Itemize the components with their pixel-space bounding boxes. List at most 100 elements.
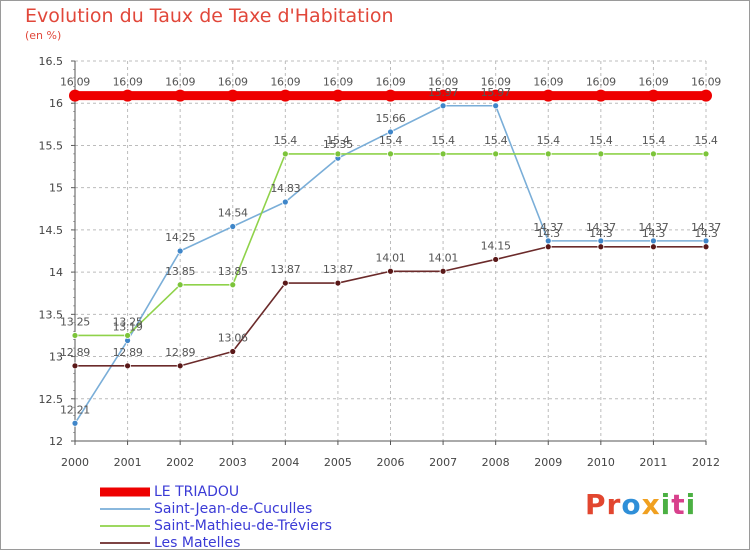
data-label: 14.25 <box>165 231 195 244</box>
data-point <box>229 348 237 355</box>
data-point <box>226 89 239 102</box>
data-point <box>437 89 450 102</box>
axes: 12 12.5 13 13.5 14 14.5 15 15.5 16 16.5 2000 2001 20… <box>39 55 721 469</box>
proxiti-logo: Proxiti <box>585 488 696 521</box>
data-label: 16.09 <box>586 76 616 89</box>
data-point <box>69 89 81 102</box>
data-point <box>647 89 660 102</box>
y-tick-label: 13.5 <box>39 308 64 321</box>
data-label: 13.87 <box>323 263 353 276</box>
data-label: 13.85 <box>165 265 195 278</box>
data-label: 16.09 <box>533 76 563 89</box>
data-label: 16.09 <box>270 76 300 89</box>
logo-letter: P <box>585 488 607 521</box>
data-label: 14.15 <box>481 239 511 252</box>
legend-label: Les Matelles <box>154 534 241 551</box>
logo-letter: o <box>621 488 642 521</box>
legend-label: LE TRIADOU <box>154 483 240 500</box>
x-tick-label: 2000 <box>61 456 89 469</box>
legend-swatch-1 <box>100 487 150 496</box>
data-point <box>544 150 552 158</box>
legend-swatch-2 <box>100 507 150 510</box>
y-tick-label: 12.5 <box>39 393 64 406</box>
data-point <box>281 279 289 287</box>
data-labels: 16.09 16.09 16.09 16.09 16.09 16.09 16.09 16.09… <box>60 76 722 417</box>
x-tick-label: 2012 <box>692 456 720 469</box>
data-point <box>176 281 184 289</box>
x-tick-label: 2002 <box>166 456 194 469</box>
data-point <box>439 102 447 110</box>
legend-item: Saint-Mathieu-de-Tréviers <box>100 517 332 534</box>
legend-item: Les Matelles <box>100 534 332 551</box>
x-tick-label: 2006 <box>377 456 405 469</box>
data-label: 16.09 <box>165 76 195 89</box>
data-label: 13.85 <box>218 265 248 278</box>
data-label: 12.89 <box>165 346 195 359</box>
data-label: 16.09 <box>60 76 90 89</box>
data-point <box>334 150 342 158</box>
data-point <box>176 247 184 255</box>
logo-letter: i <box>660 488 672 521</box>
legend-label: Saint-Mathieu-de-Tréviers <box>154 517 332 534</box>
data-point <box>71 332 79 339</box>
data-point <box>387 267 394 275</box>
data-point <box>439 267 447 275</box>
data-point <box>700 89 712 102</box>
data-label: 14.83 <box>270 182 300 195</box>
x-tick-label: 2011 <box>639 456 667 469</box>
data-label: 15.35 <box>323 138 353 151</box>
data-point <box>176 362 184 370</box>
data-label: 15.4 <box>484 134 508 147</box>
data-point <box>229 281 237 289</box>
legend-item: LE TRIADOU <box>100 483 332 500</box>
data-point <box>492 150 500 158</box>
data-label: 15.4 <box>694 134 718 147</box>
data-point <box>71 362 79 370</box>
data-label: 16.09 <box>481 76 511 89</box>
data-label: 15.4 <box>431 134 455 147</box>
data-point <box>542 89 555 102</box>
data-label: 14.3 <box>589 227 613 240</box>
data-label: 15.4 <box>642 134 666 147</box>
data-label: 16.09 <box>323 76 353 89</box>
x-tick-label: 2007 <box>429 456 457 469</box>
data-label: 13.25 <box>60 315 90 328</box>
x-tick-label: 2009 <box>534 456 562 469</box>
data-label: 15.66 <box>376 112 406 125</box>
data-label: 14.54 <box>218 207 248 220</box>
data-point <box>702 243 710 251</box>
data-point <box>597 243 605 251</box>
data-point <box>334 279 342 287</box>
data-label: 14.3 <box>642 227 666 240</box>
data-point <box>492 102 500 110</box>
data-label: 12.21 <box>60 403 90 416</box>
data-label: 16.09 <box>428 76 458 89</box>
data-point <box>650 243 657 251</box>
data-label: 15.4 <box>326 134 350 147</box>
data-point <box>489 89 502 102</box>
data-point <box>439 150 447 158</box>
data-label: 14.37 <box>533 221 563 234</box>
data-label: 12.89 <box>60 346 90 359</box>
data-point <box>650 150 657 158</box>
data-label: 16.09 <box>218 76 248 89</box>
legend: LE TRIADOU Saint-Jean-de-Cuculles Saint-… <box>100 483 332 551</box>
data-point <box>229 223 237 230</box>
data-label: 14.01 <box>376 251 406 264</box>
data-point <box>384 89 397 102</box>
data-label: 14.3 <box>694 227 718 240</box>
data-label: 14.37 <box>586 221 616 234</box>
y-tick-label: 15.5 <box>39 139 64 152</box>
data-label: 15.4 <box>589 134 613 147</box>
legend-swatch-3 <box>100 524 150 527</box>
logo-letter: r <box>606 488 622 521</box>
legend-item: Saint-Jean-de-Cuculles <box>100 500 332 517</box>
x-tick-label: 2005 <box>324 456 352 469</box>
y-tick-label: 13 <box>49 351 63 364</box>
data-label: 15.4 <box>379 134 403 147</box>
x-tick-label: 2010 <box>587 456 615 469</box>
data-label: 15.97 <box>481 86 511 99</box>
data-label: 16.09 <box>376 76 406 89</box>
data-label: 12.89 <box>113 346 143 359</box>
